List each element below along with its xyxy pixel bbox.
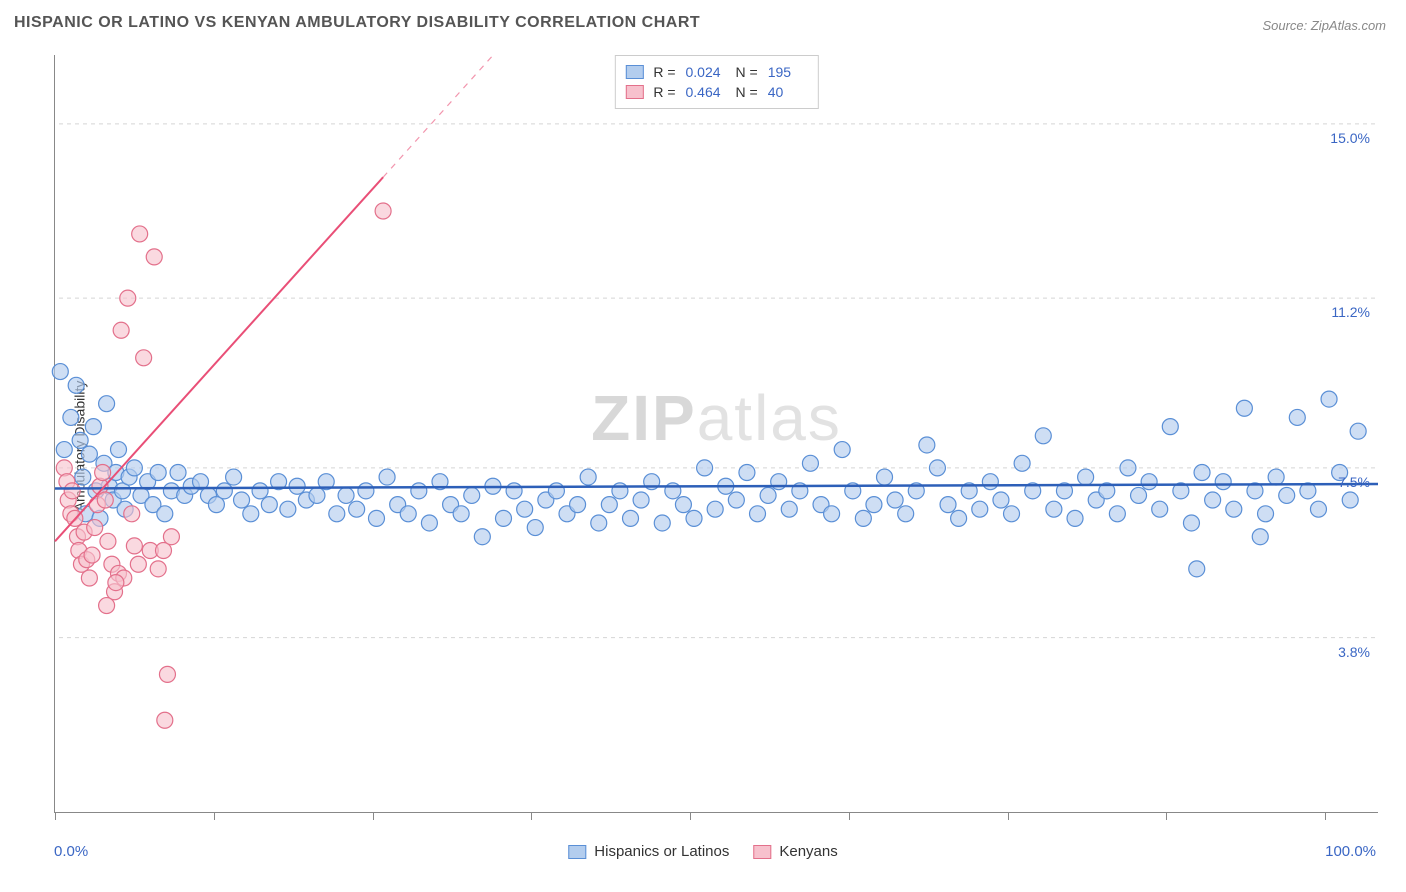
x-tick <box>373 812 374 820</box>
n-value-1: 195 <box>768 64 808 80</box>
legend-swatch-series1 <box>568 845 586 859</box>
x-tick <box>1166 812 1167 820</box>
legend-swatch-series2 <box>753 845 771 859</box>
x-tick <box>1008 812 1009 820</box>
n-value-2: 40 <box>768 84 808 100</box>
x-axis-label-max: 100.0% <box>1325 843 1376 860</box>
swatch-series1 <box>625 65 643 79</box>
x-tick <box>1325 812 1326 820</box>
legend-item-series2: Kenyans <box>753 843 837 860</box>
y-tick-label: 15.0% <box>1330 130 1370 146</box>
correlation-legend-box: R = 0.024 N = 195 R = 0.464 N = 40 <box>614 55 818 109</box>
source-attribution: Source: ZipAtlas.com <box>1262 18 1386 33</box>
y-tick-label: 3.8% <box>1338 644 1370 660</box>
r-value-2: 0.464 <box>686 84 726 100</box>
x-tick <box>849 812 850 820</box>
chart-title: HISPANIC OR LATINO VS KENYAN AMBULATORY … <box>14 14 700 32</box>
correlation-row-1: R = 0.024 N = 195 <box>625 62 807 82</box>
y-tick-label: 7.5% <box>1338 474 1370 490</box>
series-legend: Hispanics or Latinos Kenyans <box>568 843 837 860</box>
legend-label-series1: Hispanics or Latinos <box>594 843 729 860</box>
legend-item-series1: Hispanics or Latinos <box>568 843 729 860</box>
x-tick <box>214 812 215 820</box>
x-tick <box>690 812 691 820</box>
y-tick-label: 11.2% <box>1331 304 1370 320</box>
correlation-row-2: R = 0.464 N = 40 <box>625 82 807 102</box>
r-value-1: 0.024 <box>686 64 726 80</box>
swatch-series2 <box>625 85 643 99</box>
legend-label-series2: Kenyans <box>779 843 837 860</box>
x-tick <box>531 812 532 820</box>
chart-container: HISPANIC OR LATINO VS KENYAN AMBULATORY … <box>10 10 1396 882</box>
x-axis-label-min: 0.0% <box>54 843 88 860</box>
x-tick <box>55 812 56 820</box>
plot-area: ZIPatlas R = 0.024 N = 195 R = 0.464 N =… <box>54 55 1378 813</box>
plot-svg <box>55 55 1378 812</box>
